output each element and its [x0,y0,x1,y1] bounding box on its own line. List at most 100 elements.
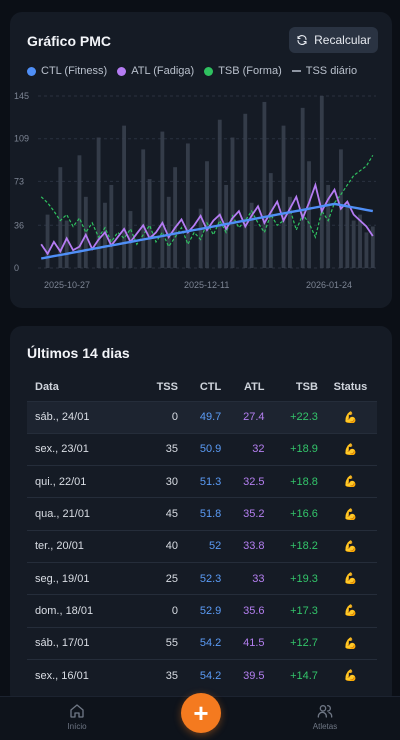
row-status: 💪 [323,497,377,531]
row-tsb: +16.6 [270,497,324,531]
recalculate-button[interactable]: Recalcular [289,27,378,53]
y-tick-label: 109 [14,134,29,144]
row-tss: 35 [140,658,184,692]
row-tss: 0 [140,400,184,434]
row-ctl: 52.3 [183,561,228,595]
tsb-swatch [204,66,214,76]
row-ctl: 50.9 [183,432,228,466]
x-tick-label: 2025-12-11 [184,280,229,290]
refresh-icon [297,35,307,45]
tss-bar [205,161,209,268]
recent-days-card: Últimos 14 dias Data TSS CTL ATL TSB Sta… [10,326,392,706]
y-tick-label: 145 [14,91,29,101]
recent-days-table: Data TSS CTL ATL TSB Status sáb., 24/01 0… [27,373,377,692]
nav-home-label: Início [67,722,87,731]
nav-athletes[interactable]: Atletas [295,703,355,731]
tss-bar [122,125,127,268]
tss-bar [173,167,178,268]
tss-bar [185,143,190,268]
tss-bar [45,214,50,268]
atl-series-line [40,181,374,256]
tss-bar [103,202,107,268]
row-atl: 33 [227,561,271,595]
tss-bar [262,101,267,269]
row-ctl: 54.2 [183,626,228,660]
row-date: sáb., 24/01 [27,400,141,434]
nav-home[interactable]: Início [47,703,107,731]
row-tss: 0 [140,594,184,628]
atl-swatch [117,66,127,76]
tss-bar [64,220,69,268]
row-status: 💪 [323,561,377,595]
table-row[interactable]: sáb., 17/01 55 54.2 41.5 +12.7 💪 [27,626,377,660]
legend-atl[interactable]: ATL (Fadiga) [117,65,194,77]
tss-bar [109,184,114,268]
x-tick-label: 2026-01-24 [306,280,352,290]
row-ctl: 54.2 [183,658,228,692]
table-row[interactable]: sex., 16/01 35 54.2 39.5 +14.7 💪 [27,658,377,692]
row-ctl: 51.3 [183,465,228,498]
tss-bar [300,107,305,269]
tss-bar [77,155,82,268]
recent-days-title: Últimos 14 dias [27,345,130,361]
row-date: sex., 23/01 [27,432,141,466]
tss-bar [160,131,165,268]
tss-bar [351,220,356,268]
table-header-row: Data TSS CTL ATL TSB Status [27,373,377,401]
tss-bar [96,137,101,268]
table-row[interactable]: sex., 23/01 35 50.9 32 +18.9 💪 [27,432,377,466]
row-status: 💪 [323,432,377,466]
tss-bar [281,125,286,268]
pmc-chart[interactable]: 145 109 73 36 0 2025-10-27 2025-12-11 2026-01-2… [10,12,392,308]
row-status: 💪 [323,529,377,563]
add-activity-button[interactable]: + [181,693,221,733]
nav-athletes-label: Atletas [312,722,338,731]
y-tick-label: 0 [14,263,19,273]
tss-bar [147,179,152,268]
row-status: 💪 [323,594,377,628]
legend-tsb[interactable]: TSB (Forma) [204,65,282,77]
legend-tss-label: TSS diário [305,65,358,77]
row-atl: 32 [227,432,271,466]
row-date: qua., 21/01 [27,497,141,531]
table-row[interactable]: dom., 18/01 0 52.9 35.6 +17.3 💪 [27,594,377,628]
row-date: sáb., 17/01 [27,626,141,660]
tsb-series-line [40,154,374,248]
y-tick-label: 73 [14,176,24,186]
tss-bar [166,196,171,268]
legend-ctl[interactable]: CTL (Fitness) [27,65,107,77]
tss-bar [58,167,63,268]
row-atl: 33.8 [227,529,271,563]
tss-bar [243,113,248,268]
tss-bar [249,202,254,268]
row-status: 💪 [323,465,377,498]
row-atl: 32.5 [227,465,271,498]
row-atl: 27.4 [227,400,271,434]
tss-bar [345,202,350,268]
row-date: dom., 18/01 [27,594,141,628]
table-row[interactable]: ter., 20/01 40 52 33.8 +18.2 💪 [27,529,377,563]
users-icon [317,705,333,718]
row-status: 💪 [323,658,377,692]
row-tss: 40 [140,529,184,563]
tss-bar [358,214,362,268]
col-atl: ATL [243,380,265,393]
table-row[interactable]: seg., 19/01 25 52.3 33 +19.3 💪 [27,561,377,595]
tss-bar [230,137,235,268]
row-atl: 35.6 [227,594,271,628]
row-atl: 35.2 [227,497,271,531]
row-tsb: +18.2 [270,529,324,563]
table-row[interactable]: qua., 21/01 45 51.8 35.2 +16.6 💪 [27,497,377,531]
ctl-series-line [40,202,374,260]
col-tsb: TSB [295,380,318,393]
row-atl: 41.5 [227,626,271,660]
table-row[interactable]: qui., 22/01 30 51.3 32.5 +18.8 💪 [27,465,377,498]
row-tsb: +14.7 [270,658,324,692]
table-row[interactable]: sáb., 24/01 0 49.7 27.4 +22.3 💪 [27,400,377,434]
row-date: ter., 20/01 [27,529,141,563]
row-tss: 30 [140,465,184,498]
row-tss: 55 [140,626,184,660]
row-tsb: +12.7 [270,626,324,660]
row-status: 💪 [323,400,377,434]
legend-tss[interactable]: TSS diário [291,65,358,77]
